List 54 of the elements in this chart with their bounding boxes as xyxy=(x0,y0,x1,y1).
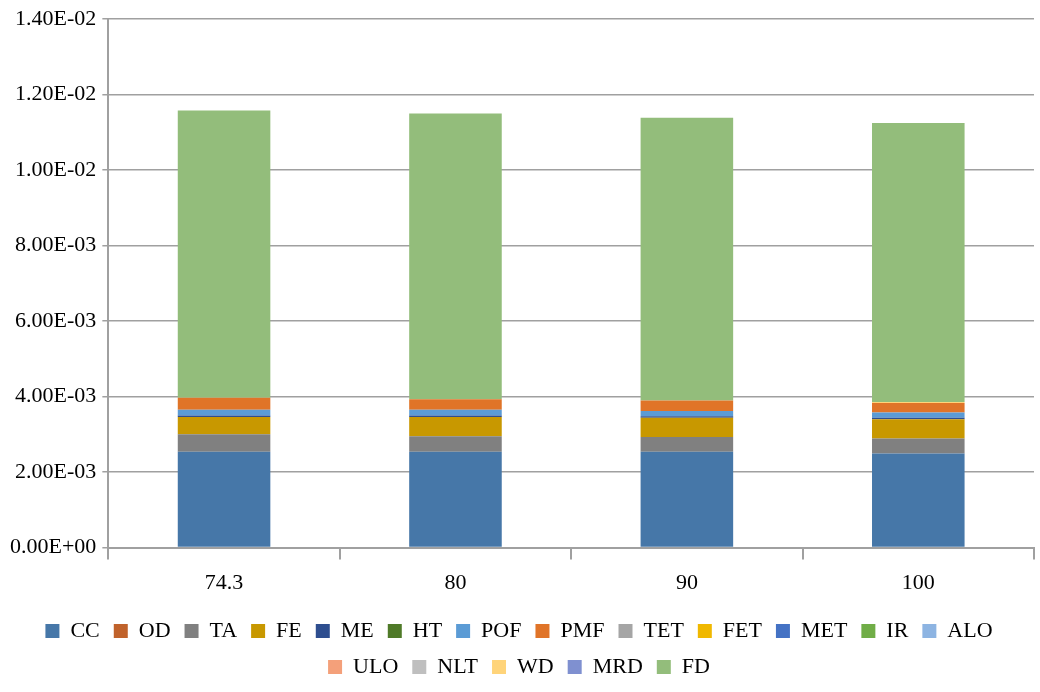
x-tick-label: 80 xyxy=(444,568,467,594)
bar xyxy=(409,417,502,437)
bar xyxy=(409,409,502,416)
legend-label: FET xyxy=(722,616,763,642)
legend-label: ME xyxy=(340,616,374,642)
legend-label: TET xyxy=(643,616,685,642)
y-tick-label: 0.00E+00 xyxy=(9,533,97,559)
legend-label: IR xyxy=(886,616,909,642)
bar xyxy=(872,122,965,402)
x-tick-label: 74.3 xyxy=(204,568,244,594)
legend-label: POF xyxy=(481,616,522,642)
legend-label: FD xyxy=(681,652,710,678)
bar xyxy=(177,110,271,398)
bar xyxy=(872,438,965,454)
legend-label: CC xyxy=(70,616,100,642)
legend-label: FE xyxy=(276,616,302,642)
legend-label: NLT xyxy=(437,652,479,678)
legend-label: HT xyxy=(412,616,443,642)
legend-label: WD xyxy=(517,652,554,678)
y-tick-label: 1.20E-02 xyxy=(15,80,97,106)
legend-label: ALO xyxy=(947,616,993,642)
bar xyxy=(177,409,271,416)
bar xyxy=(177,397,271,410)
legend-label: TA xyxy=(209,616,238,642)
bar xyxy=(872,453,965,547)
x-tick-label: 90 xyxy=(675,568,698,594)
legend-label: OD xyxy=(138,616,171,642)
bar xyxy=(409,399,502,410)
legend-label: PMF xyxy=(560,616,605,642)
legend-label: ULO xyxy=(353,652,399,678)
bar xyxy=(177,451,271,547)
bar xyxy=(872,419,965,439)
y-tick-label: 8.00E-03 xyxy=(15,231,97,257)
bar xyxy=(640,400,734,411)
bar xyxy=(409,451,502,547)
y-tick-label: 1.00E-02 xyxy=(15,155,97,181)
y-tick-label: 6.00E-03 xyxy=(15,306,97,332)
bar xyxy=(872,412,965,418)
bar xyxy=(177,434,271,452)
bar xyxy=(640,437,734,452)
legend-label: MRD xyxy=(592,652,643,678)
bar xyxy=(640,117,734,401)
bar xyxy=(177,417,271,435)
bar xyxy=(640,417,734,438)
bar xyxy=(640,410,734,417)
bar xyxy=(409,113,502,400)
x-tick-label: 100 xyxy=(901,568,935,594)
bar xyxy=(409,436,502,452)
bar xyxy=(640,451,734,547)
y-tick-label: 2.00E-03 xyxy=(15,457,97,483)
y-tick-label: 1.40E-02 xyxy=(15,4,97,30)
bar xyxy=(872,403,965,413)
y-tick-label: 4.00E-03 xyxy=(15,382,97,408)
legend-label: MET xyxy=(800,616,848,642)
